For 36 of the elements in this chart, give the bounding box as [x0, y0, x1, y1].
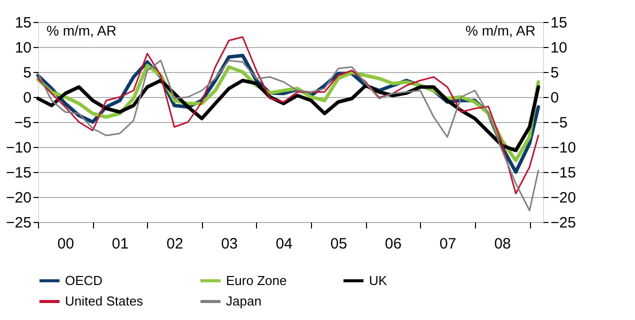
y-tick-label: −10 — [6, 140, 32, 156]
y2-tick-label: −25 — [550, 214, 576, 232]
legend-label: OECD — [65, 272, 103, 288]
y-tick-label: 10 — [14, 40, 32, 56]
line-series — [37, 36, 540, 194]
y2-tick-label: −20 — [550, 190, 576, 206]
y-tick-label: −20 — [6, 190, 32, 206]
y2-tick-label: 5 — [550, 64, 559, 82]
y2-axis-title: % m/m, AR — [465, 22, 536, 38]
y-tick-label: −15 — [6, 164, 32, 182]
x-tick-label: 04 — [276, 236, 292, 252]
x-tick-label: 07 — [439, 236, 456, 252]
y-tick-label: −5 — [14, 114, 32, 132]
y-axis-title: % m/m, AR — [46, 22, 117, 38]
y2-tick-label: −15 — [550, 164, 576, 182]
y2-tick-label: 15 — [550, 14, 568, 32]
x-tick-label: 02 — [166, 236, 184, 252]
x-tick-label: 03 — [221, 236, 238, 252]
y2-tick-label: 0 — [550, 90, 559, 106]
x-tick-label: 01 — [112, 236, 129, 252]
x-tick-label: 06 — [384, 236, 402, 252]
x-tick-label: 00 — [57, 236, 74, 252]
legend-label: Euro Zone — [226, 272, 287, 288]
y2-tick-label: −5 — [550, 114, 568, 132]
y2-tick-label: −10 — [550, 140, 576, 156]
y2-tick-label: 10 — [550, 40, 568, 56]
line-series — [37, 60, 540, 212]
legend-label: Japan — [226, 294, 262, 308]
x-tick-label: 05 — [330, 236, 348, 252]
y-tick-label: −25 — [6, 214, 32, 232]
y-tick-label: 15 — [14, 14, 32, 32]
y-tick-label: 5 — [23, 64, 32, 82]
y-tick-label: 0 — [23, 90, 32, 106]
x-tick-label: 08 — [494, 236, 511, 252]
legend-label: UK — [369, 272, 388, 288]
legend-label: United States — [65, 294, 144, 308]
